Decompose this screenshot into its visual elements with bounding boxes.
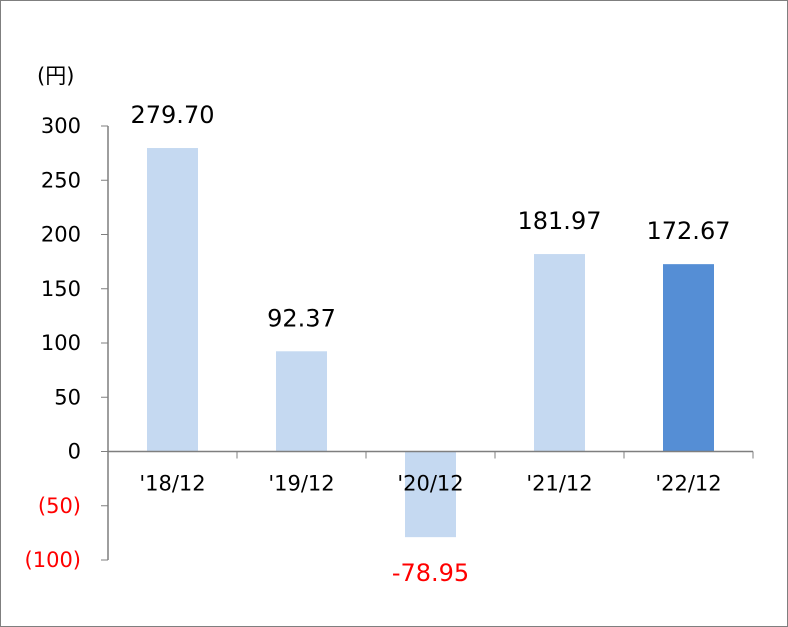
- x-tick-label: '22/12: [655, 472, 721, 496]
- y-tick-label: 200: [41, 223, 81, 247]
- axes: [107, 126, 754, 560]
- data-labels: 279.70 92.37 -78.95 181.97 172.67: [131, 101, 731, 587]
- y-axis-unit-label: (円): [37, 64, 74, 88]
- x-tick-label: '19/12: [268, 472, 334, 496]
- data-label: 92.37: [267, 304, 336, 332]
- bar-1: [276, 351, 327, 452]
- data-label: 172.67: [647, 217, 731, 245]
- bar-4: [663, 264, 714, 452]
- bar-2: [405, 451, 456, 538]
- bars: [147, 148, 714, 538]
- data-label: 181.97: [518, 207, 602, 235]
- y-tick-label: 0: [68, 440, 81, 464]
- x-tick-label: '18/12: [139, 472, 205, 496]
- y-tick-label: (50): [38, 494, 81, 518]
- bar-0: [147, 148, 198, 452]
- y-tick-label: 50: [54, 385, 81, 409]
- x-tick-label: '21/12: [526, 472, 592, 496]
- x-axis-tick-labels: '18/12 '19/12 '20/12 '21/12 '22/12: [139, 472, 721, 496]
- y-tick-label: 250: [41, 168, 81, 192]
- data-label: 279.70: [131, 101, 215, 129]
- y-tick-label: 300: [41, 114, 81, 138]
- data-label: -78.95: [392, 559, 469, 587]
- y-tick-label: 150: [41, 277, 81, 301]
- x-tick-label: '20/12: [397, 472, 463, 496]
- y-tick-label: 100: [41, 331, 81, 355]
- y-axis-ticks: 300 250 200 150 100 50 0 (50) (100): [25, 114, 108, 572]
- bar-3: [534, 254, 585, 452]
- y-tick-label: (100): [25, 548, 81, 572]
